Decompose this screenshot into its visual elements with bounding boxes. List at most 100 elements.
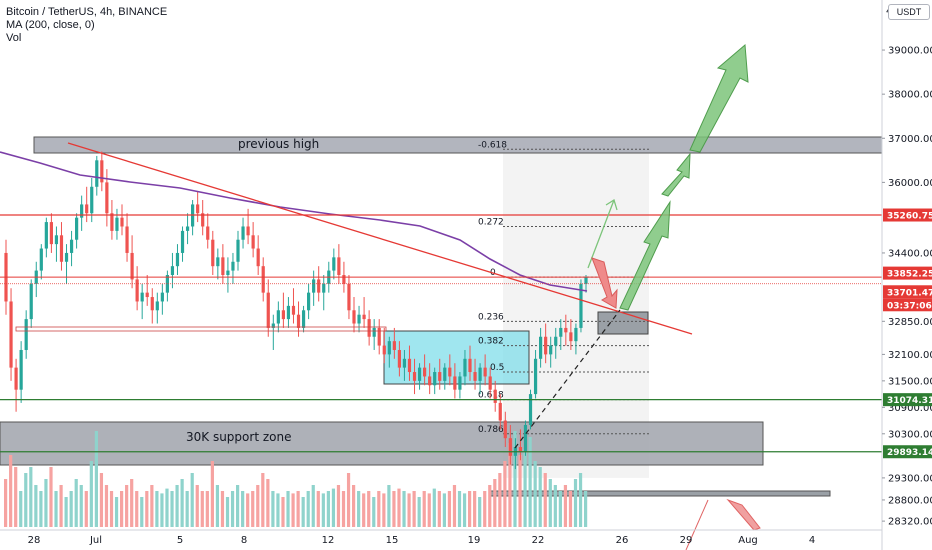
candle-body xyxy=(24,319,28,350)
up-arrow-3 xyxy=(689,43,749,153)
volume-bar xyxy=(84,491,88,527)
volume-bar xyxy=(281,497,285,527)
fib-label: 0.5 xyxy=(490,363,504,373)
volume-bar xyxy=(64,497,68,527)
candle-body xyxy=(44,222,48,249)
volume-bar xyxy=(271,491,275,527)
volume-bar xyxy=(417,497,421,527)
candle-body xyxy=(433,372,437,386)
volume-bar xyxy=(513,431,517,527)
volume-bar xyxy=(190,473,194,527)
previous-high-zone xyxy=(33,136,883,154)
candle-body xyxy=(80,204,84,218)
volume-bar xyxy=(447,491,452,527)
volume-bar xyxy=(568,491,573,527)
symbol-title: Bitcoin / TetherUS, 4h, BINANCE xyxy=(6,6,168,18)
candle-body xyxy=(206,226,210,240)
candle-body xyxy=(342,275,346,284)
volume-bar xyxy=(225,497,230,527)
candle-body xyxy=(488,376,492,390)
candle-body xyxy=(483,367,487,377)
volume-bar xyxy=(251,491,255,527)
candle-body xyxy=(498,402,502,421)
bottom-arrow-right xyxy=(726,498,761,531)
volume-bar xyxy=(160,493,164,527)
chart-legend: Bitcoin / TetherUS, 4h, BINANCE MA (200,… xyxy=(6,6,167,45)
candle-body xyxy=(539,336,543,359)
candle-body xyxy=(69,239,74,253)
overlay-layer xyxy=(0,43,882,550)
candle-body xyxy=(211,239,215,267)
currency-unit-badge[interactable]: USDT xyxy=(888,4,930,20)
candle-body xyxy=(251,235,255,249)
volume-bar xyxy=(246,493,250,527)
candle-body xyxy=(407,358,412,373)
candle-body xyxy=(160,292,164,302)
volume-bar xyxy=(473,491,477,527)
volume-bar xyxy=(150,485,154,527)
candle-body xyxy=(110,213,114,231)
pullback-arrow xyxy=(591,257,618,309)
candle-body xyxy=(478,367,482,381)
candle-body xyxy=(296,314,301,328)
volume-bar xyxy=(185,491,189,527)
candle-body xyxy=(256,248,260,267)
previous-high-label: previous high xyxy=(238,137,319,151)
volume-bar xyxy=(236,485,240,527)
price-label-box xyxy=(883,393,932,407)
candle-body xyxy=(130,252,134,280)
candle-body xyxy=(417,367,422,381)
price-tick-label: 28800.00 xyxy=(888,495,932,506)
volume-bar xyxy=(352,485,356,527)
time-tick-label: 8 xyxy=(241,535,247,546)
candle-body xyxy=(140,292,144,302)
candle-body xyxy=(367,319,371,337)
price-label-box xyxy=(883,266,932,280)
candle-body xyxy=(175,252,180,267)
candle-layer xyxy=(4,151,588,470)
candle-body xyxy=(291,305,296,315)
volume-bar xyxy=(89,461,93,527)
candle-body xyxy=(518,447,523,452)
candle-body xyxy=(423,367,427,377)
price-label: 31074.31 xyxy=(887,396,932,406)
volume-bar xyxy=(523,449,527,527)
candle-body xyxy=(75,217,79,240)
price-tick-label: 39000.00 xyxy=(888,46,932,57)
volume-bar xyxy=(578,473,583,527)
volume-bar xyxy=(427,493,431,527)
candle-body xyxy=(362,314,366,320)
volume-bar xyxy=(256,485,260,527)
candle-body xyxy=(554,336,558,346)
volume-bar xyxy=(155,491,159,527)
volume-bar xyxy=(230,491,235,527)
candle-body xyxy=(155,301,159,311)
volume-bar xyxy=(387,485,391,527)
vol-legend: Vol xyxy=(6,32,22,44)
time-tick-label: 28 xyxy=(28,535,41,546)
candle-body xyxy=(458,376,462,390)
price-tick-label: 37000.00 xyxy=(888,134,932,145)
volume-bar xyxy=(130,479,134,527)
volume-bar xyxy=(508,443,512,527)
candle-body xyxy=(352,310,356,324)
candle-body xyxy=(473,372,477,381)
volume-bar xyxy=(109,491,114,527)
volume-bar xyxy=(321,493,325,527)
price-label: 33852.25 xyxy=(887,270,932,280)
volume-bar xyxy=(180,479,184,527)
volume-bar xyxy=(125,485,129,527)
volume-bar xyxy=(120,491,124,527)
volume-bar xyxy=(584,491,588,527)
volume-bar xyxy=(266,479,270,527)
candle-body xyxy=(544,336,548,355)
candle-body xyxy=(448,367,452,377)
support-zone-label: 30K support zone xyxy=(186,430,291,444)
volume-bar xyxy=(49,467,53,527)
volume-bar xyxy=(241,491,245,527)
candle-body xyxy=(236,239,240,262)
volume-bar xyxy=(34,485,38,527)
candle-body xyxy=(397,349,401,368)
